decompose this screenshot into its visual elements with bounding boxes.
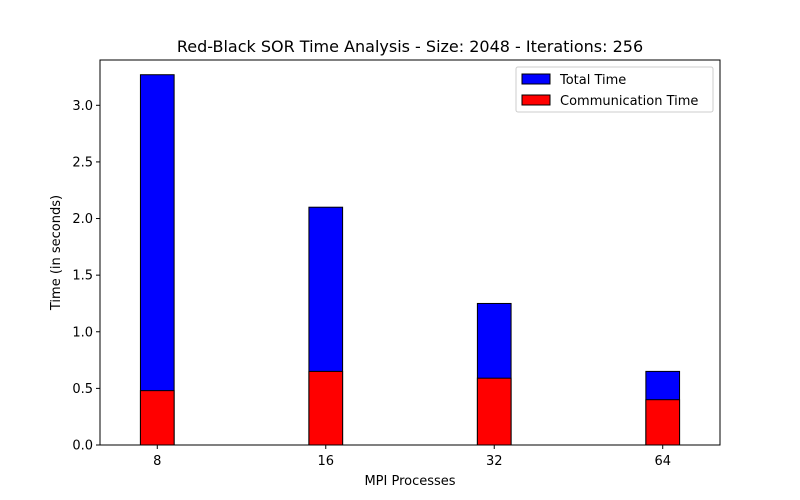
x-axis: 8 16 32 64 xyxy=(153,445,671,469)
y-tick-label: 1.5 xyxy=(72,269,93,284)
chart-title: Red-Black SOR Time Analysis - Size: 2048… xyxy=(177,37,643,56)
y-tick-label: 0.5 xyxy=(72,382,93,397)
legend-swatch xyxy=(521,73,551,85)
x-tick-label: 16 xyxy=(317,454,334,469)
y-axis: 0.0 0.5 1.0 1.5 2.0 2.5 3.0 xyxy=(72,99,100,454)
legend-box xyxy=(515,66,714,113)
bars-group xyxy=(139,74,681,446)
y-tick-label: 2.5 xyxy=(72,155,93,170)
legend-swatch xyxy=(521,94,551,106)
x-tick-label: 32 xyxy=(486,454,503,469)
x-tick-label: 64 xyxy=(654,454,671,469)
y-tick-label: 3.0 xyxy=(72,99,93,114)
legend-label: Communication Time xyxy=(560,94,698,109)
bar-communication-time-8 xyxy=(139,390,175,446)
y-tick-label: 0.0 xyxy=(72,439,93,454)
y-axis-label: Time (in seconds) xyxy=(49,195,64,311)
bar-communication-time-16 xyxy=(308,370,344,446)
y-tick-label: 1.0 xyxy=(72,325,93,340)
x-tick-label: 8 xyxy=(153,454,161,469)
bar-communication-time-32 xyxy=(476,377,512,446)
legend: Total Time Communication Time xyxy=(515,66,714,113)
bar-total-time-8 xyxy=(139,74,175,446)
bar-communication-time-64 xyxy=(645,399,681,446)
legend-label: Total Time xyxy=(559,73,626,88)
x-axis-label: MPI Processes xyxy=(364,474,455,489)
y-tick-label: 2.0 xyxy=(72,212,93,227)
plot-frame xyxy=(99,59,721,446)
